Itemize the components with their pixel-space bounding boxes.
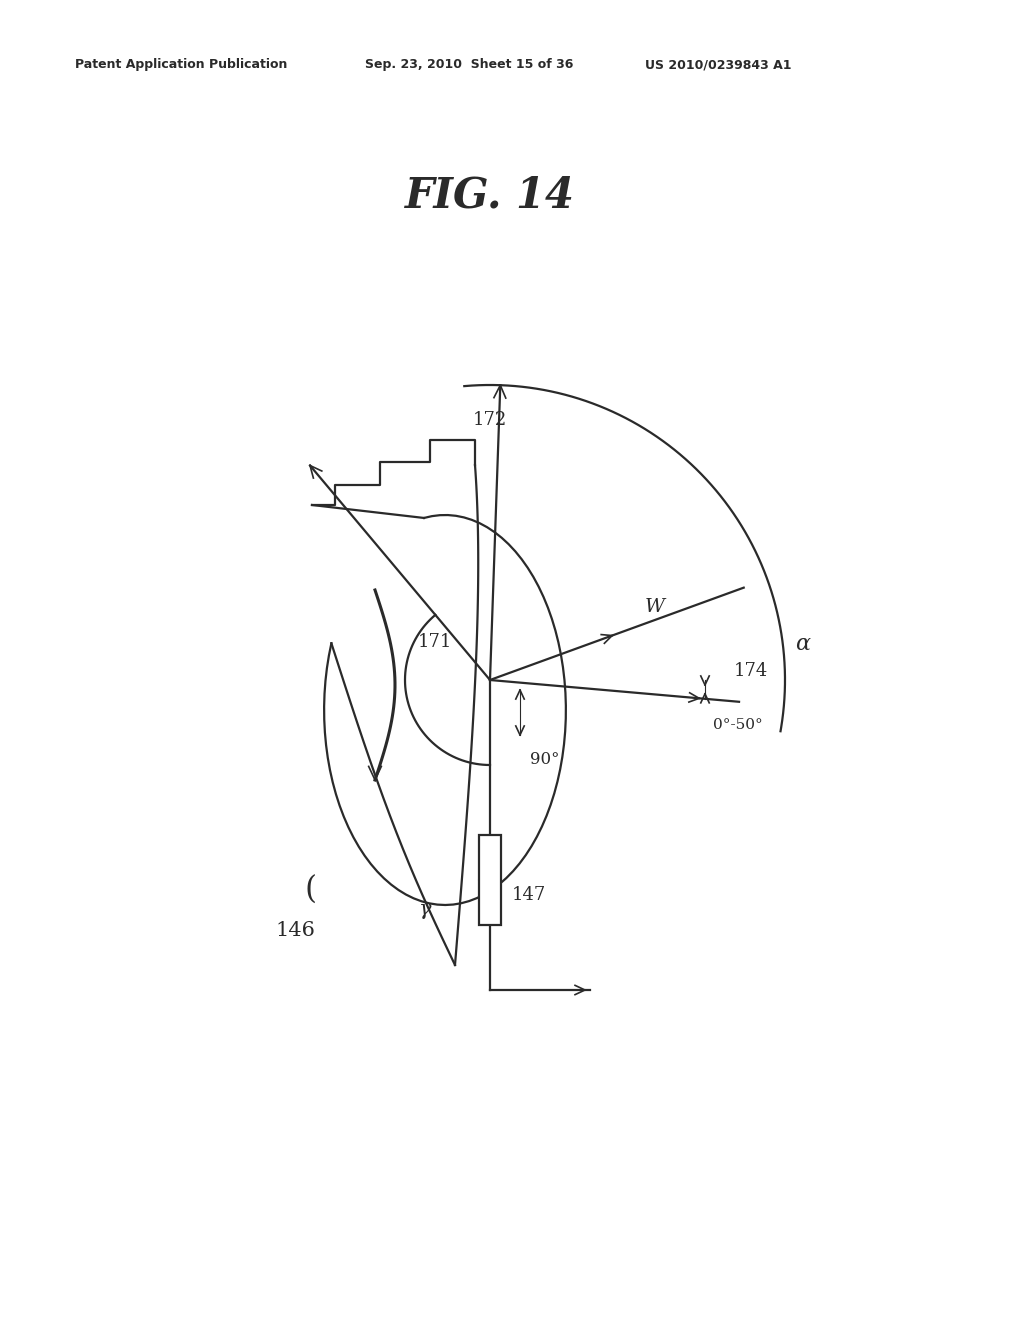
Text: FIG. 14: FIG. 14 (406, 174, 575, 216)
Text: γ: γ (419, 900, 431, 919)
Text: Patent Application Publication: Patent Application Publication (75, 58, 288, 71)
Text: 174: 174 (734, 661, 768, 680)
Text: W: W (645, 598, 665, 616)
Text: 171: 171 (418, 634, 452, 651)
Text: 147: 147 (512, 886, 546, 904)
Text: 172: 172 (472, 411, 507, 429)
Text: US 2010/0239843 A1: US 2010/0239843 A1 (645, 58, 792, 71)
Text: 90°: 90° (530, 751, 559, 768)
Text: 0°-50°: 0°-50° (713, 718, 763, 733)
Text: α: α (796, 634, 811, 655)
Text: 146: 146 (275, 920, 314, 940)
Text: Sep. 23, 2010  Sheet 15 of 36: Sep. 23, 2010 Sheet 15 of 36 (365, 58, 573, 71)
Bar (479, 836, 501, 925)
Text: ): ) (301, 870, 313, 900)
